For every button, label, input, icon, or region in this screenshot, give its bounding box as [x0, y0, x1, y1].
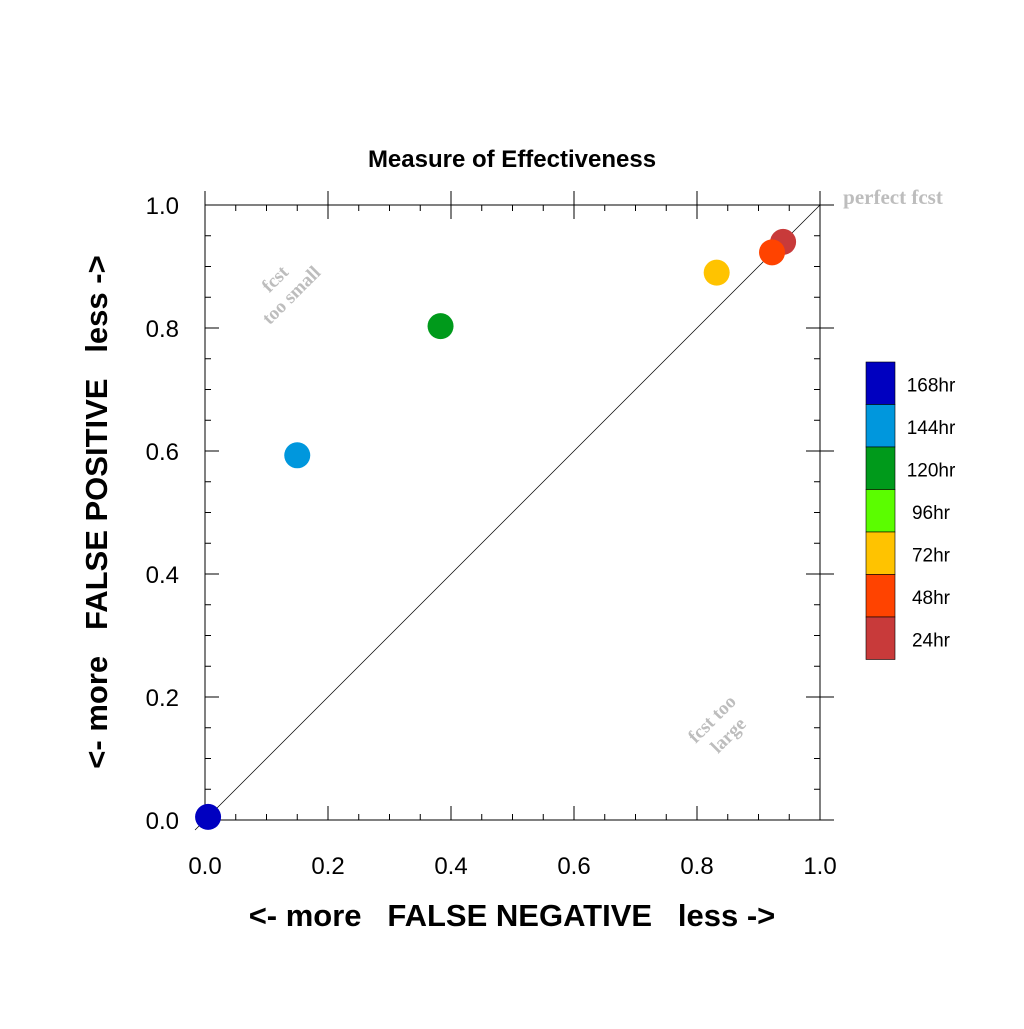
legend-swatch-120hr [865, 446, 896, 490]
y-axis-label: <- more FALSE POSITIVE less -> [79, 255, 114, 768]
legend-swatch-72hr [865, 531, 896, 575]
legend: 168hr 144hr 120hr 96hr 72hr 48hr 24hr [865, 361, 956, 660]
annotation-perfect-fcst: perfect fcst [843, 185, 943, 209]
x-tick-labels: 0.0 0.2 0.4 0.6 0.8 1.0 [188, 853, 836, 880]
legend-label-96hr: 96hr [912, 503, 951, 524]
legend-swatch-48hr [865, 574, 896, 618]
legend-label-72hr: 72hr [912, 545, 951, 566]
data-point-144hr [284, 442, 311, 469]
annotation-fcst-too-large: fcst too large [684, 691, 750, 757]
x-tick-label: 0.0 [188, 853, 221, 880]
chart-title: Measure of Effectiveness [368, 146, 656, 173]
y-tick-label: 0.2 [146, 685, 179, 712]
x-axis-label: <- more FALSE NEGATIVE less -> [249, 898, 776, 933]
legend-swatch-24hr [865, 616, 896, 660]
y-tick-label: 0.8 [146, 316, 179, 343]
diagonal-reference-line [194, 204, 821, 831]
legend-label-168hr: 168hr [907, 375, 956, 396]
legend-swatch-168hr [865, 361, 896, 405]
data-point-48hr [759, 239, 786, 266]
data-point-120hr [427, 313, 454, 340]
x-tick-label: 0.4 [434, 853, 467, 880]
x-tick-label: 0.8 [680, 853, 713, 880]
legend-label-120hr: 120hr [907, 460, 956, 481]
legend-swatch-144hr [865, 404, 896, 448]
annotation-fcst-too-small: fcst too small [258, 261, 325, 329]
axis-ticks [204, 191, 834, 821]
x-tick-label: 0.6 [557, 853, 590, 880]
y-tick-labels: 0.0 0.2 0.4 0.6 0.8 1.0 [146, 193, 179, 835]
y-tick-label: 0.6 [146, 439, 179, 466]
legend-label-144hr: 144hr [907, 418, 956, 439]
legend-label-24hr: 24hr [912, 630, 951, 651]
data-point-168hr [195, 803, 222, 830]
y-tick-label: 0.0 [146, 808, 179, 835]
data-points [195, 228, 797, 830]
y-tick-label: 0.4 [146, 562, 179, 589]
x-tick-label: 0.2 [311, 853, 344, 880]
legend-swatch-96hr [865, 489, 896, 533]
x-tick-label: 1.0 [803, 853, 836, 880]
data-point-72hr [703, 259, 730, 286]
y-tick-label: 1.0 [146, 193, 179, 220]
legend-label-48hr: 48hr [912, 588, 951, 609]
